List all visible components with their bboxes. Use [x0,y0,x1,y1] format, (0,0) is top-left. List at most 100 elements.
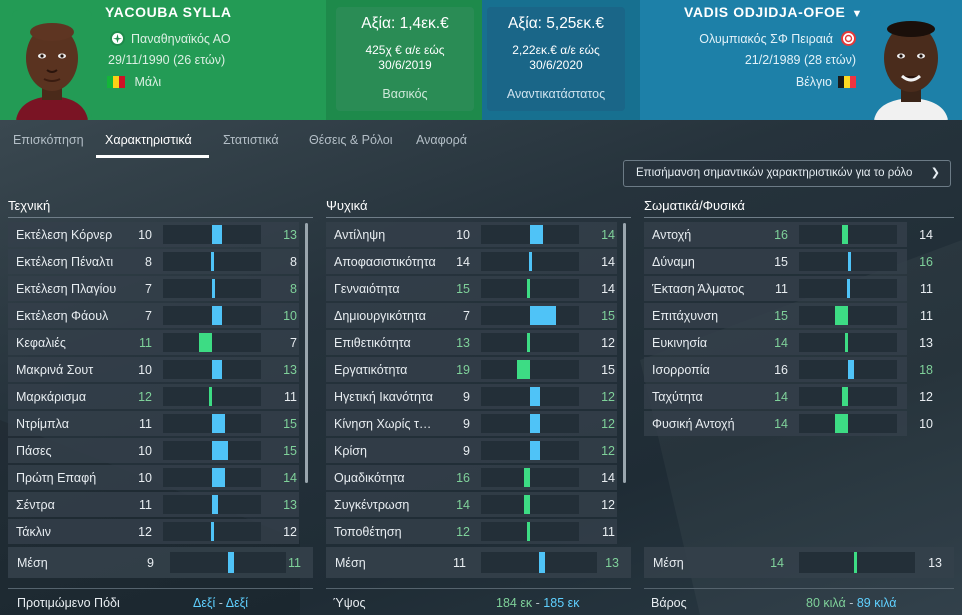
left-advantage-bar [835,306,848,325]
left-player-value: 11 [139,417,152,431]
attribute-row[interactable]: Μαρκάρισμα 12 11 [8,384,299,409]
left-player-club[interactable]: Παναθηναϊκός ΑΟ [110,31,231,46]
left-player-value: 14 [456,255,470,269]
attribute-row[interactable]: Εργατικότητα 19 15 [326,357,617,382]
attribute-row[interactable]: Κίνηση Χωρίς την Μπάλα 9 12 [326,411,617,436]
attribute-row[interactable]: Μακρινά Σουτ 10 13 [8,357,299,382]
tab-statistics[interactable]: Στατιστικά [223,133,279,147]
attribute-row[interactable]: Ευκινησία 14 13 [644,330,933,355]
separator: - [849,596,854,610]
left-advantage-bar [517,360,530,379]
left-average-value: 11 [453,556,466,570]
tab-attributes[interactable]: Χαρακτηριστικά [105,133,192,147]
right-player-nation[interactable]: Βέλγιο [660,75,856,89]
preferred-foot-values: Δεξί - Δεξί [193,596,248,610]
attribute-row[interactable]: Εκτέλεση Κόρνερ 10 13 [8,222,299,247]
left-player-value: 13 [456,336,470,350]
right-player-value: 12 [601,390,615,404]
attribute-row[interactable]: Τάκλιν 12 12 [8,519,299,544]
right-player-avatar[interactable] [870,10,952,120]
right-player-value: 13 [283,228,297,242]
left-player-name[interactable]: YACOUBA SYLLA [105,4,232,20]
left-advantage-bar [199,333,212,352]
average-label: Μέση [653,556,684,570]
attribute-name: Τάκλιν [16,525,52,539]
attribute-row[interactable]: Ομαδικότητα 16 14 [326,465,617,490]
comparison-bar-track [481,306,579,325]
comparison-bar-track [481,414,579,433]
attribute-row[interactable]: Ντρίμπλα 11 15 [8,411,299,436]
right-player-value: 14 [919,228,933,242]
attribute-row[interactable]: Κρίση 9 12 [326,438,617,463]
attribute-row[interactable]: Επιτάχυνση 15 11 [644,303,933,328]
comparison-bar-track [481,360,579,379]
attribute-row[interactable]: Εκτέλεση Φάουλ 7 10 [8,303,299,328]
tab-positions-roles[interactable]: Θέσεις & Ρόλοι [309,133,393,147]
attribute-name: Αντίληψη [334,228,386,242]
average-row: Μέση 14 13 [644,547,954,578]
left-player-value: 14 [774,390,788,404]
tab-overview[interactable]: Επισκόπηση [13,133,84,147]
attribute-name: Πάσες [16,444,52,458]
tab-report[interactable]: Αναφορά [416,133,467,147]
left-player-face-icon [12,10,92,120]
right-player-value: 8 [290,282,297,296]
attribute-row[interactable]: Κεφαλιές 11 7 [8,330,299,355]
attribute-row[interactable]: Αποφασιστικότητα 14 14 [326,249,617,274]
active-tab-indicator [96,155,209,158]
attribute-row[interactable]: Έκταση Άλματος 11 11 [644,276,933,301]
left-contract-box: Αξία: 1,4εκ.€ 425χ € α/ε εώς 30/6/2019 Β… [336,7,474,111]
attribute-row[interactable]: Αντίληψη 10 14 [326,222,617,247]
attribute-row[interactable]: Εκτέλεση Πέναλτι 8 8 [8,249,299,274]
right-advantage-bar [211,252,214,271]
left-height: 184 εκ [496,596,533,610]
left-advantage-bar [526,279,530,298]
left-average-value: 9 [147,556,154,570]
attribute-row[interactable]: Αντοχή 16 14 [644,222,933,247]
attribute-row[interactable]: Τοποθέτηση 12 11 [326,519,617,544]
right-player-value: 16 [919,255,933,269]
attribute-row[interactable]: Δύναμη 15 16 [644,249,933,274]
right-player-value: 13 [283,363,297,377]
right-player-club[interactable]: Ολυμπιακός ΣΦ Πειραιά [660,31,856,46]
attribute-row[interactable]: Πάσες 10 15 [8,438,299,463]
attribute-row[interactable]: Φυσική Αντοχή 14 10 [644,411,933,436]
right-advantage-bar [212,441,228,460]
left-player-nation[interactable]: Μάλι [107,75,161,89]
tab-bar: Επισκόπηση Χαρακτηριστικά Στατιστικά Θέσ… [0,120,962,158]
left-advantage-bar [523,495,530,514]
attribute-row[interactable]: Συγκέντρωση 14 12 [326,492,617,517]
left-squad-status: Βασικός [382,87,428,101]
comparison-bar-track [799,414,897,433]
right-player-value: 11 [284,390,297,404]
attribute-row[interactable]: Επιθετικότητα 13 12 [326,330,617,355]
attribute-row[interactable]: Ισορροπία 16 18 [644,357,933,382]
attribute-row[interactable]: Σέντρα 11 13 [8,492,299,517]
highlight-role-attributes-dropdown[interactable]: Επισήμανση σημαντικών χαρακτηριστικών γι… [623,160,951,187]
comparison-bar-track [799,279,897,298]
attribute-row[interactable]: Ηγετική Ικανότητα 9 12 [326,384,617,409]
left-player-avatar[interactable] [12,10,92,120]
right-player-value: 18 [919,363,933,377]
attribute-name: Έκταση Άλματος [652,282,745,296]
left-player-value: 11 [139,336,152,350]
attribute-row[interactable]: Εκτέλεση Πλαγίου 7 8 [8,276,299,301]
attribute-name: Ηγετική Ικανότητα [334,390,433,404]
comparison-bar-track [163,279,261,298]
attribute-row[interactable]: Πρώτη Επαφή 10 14 [8,465,299,490]
left-player-value: 11 [775,282,788,296]
separator: - [535,596,540,610]
right-advantage-bar [847,279,850,298]
right-player-value: 15 [283,444,297,458]
column-scrollbar[interactable] [305,223,308,483]
attribute-row[interactable]: Ταχύτητα 14 12 [644,384,933,409]
attribute-row[interactable]: Γενναιότητα 15 14 [326,276,617,301]
attribute-name: Αποφασιστικότητα [334,255,436,269]
right-player-value: 13 [283,498,297,512]
right-advantage-bar [212,225,222,244]
attribute-row[interactable]: Δημιουργικότητα 7 15 [326,303,617,328]
left-wage-amount: 425χ € α/ε εώς [365,43,445,57]
attribute-name: Επιθετικότητα [334,336,411,350]
column-scrollbar[interactable] [623,223,626,483]
right-player-selector[interactable]: VADIS ODJIDJA-OFOE ▼ [684,4,863,20]
